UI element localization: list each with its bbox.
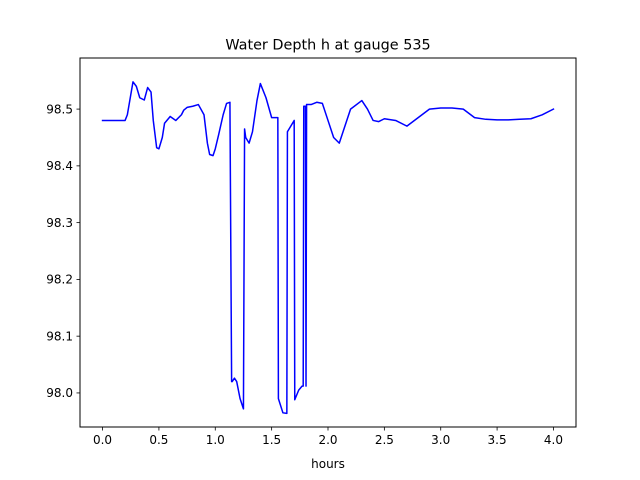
x-tick-label: 4.0 (544, 433, 563, 447)
x-axis-label: hours (311, 457, 345, 471)
y-tick-label: 98.2 (46, 273, 73, 287)
y-tick-label: 98.5 (46, 102, 73, 116)
y-tick-label: 98.4 (46, 159, 73, 173)
y-axis: 98.0 98.1 98.2 98.3 98.4 98.5 (46, 102, 80, 400)
series-line (101, 81, 555, 415)
x-tick-label: 0.0 (93, 433, 112, 447)
y-tick-label: 98.3 (46, 216, 73, 230)
x-tick-label: 2.0 (318, 433, 337, 447)
y-tick-label: 98.0 (46, 386, 73, 400)
plot-area (79, 57, 577, 428)
x-axis: 0.0 0.5 1.0 1.5 2.0 2.5 3.0 3.5 4.0 (93, 427, 563, 447)
x-tick-label: 1.0 (206, 433, 225, 447)
x-tick-label: 3.0 (431, 433, 450, 447)
plot-background (80, 58, 576, 427)
x-tick-label: 3.5 (488, 433, 507, 447)
series-layer (101, 81, 555, 415)
x-tick-label: 1.5 (262, 433, 281, 447)
y-tick-label: 98.1 (46, 329, 73, 343)
x-tick-label: 0.5 (149, 433, 168, 447)
x-tick-label: 2.5 (375, 433, 394, 447)
chart-title: Water Depth h at gauge 535 (225, 38, 430, 54)
